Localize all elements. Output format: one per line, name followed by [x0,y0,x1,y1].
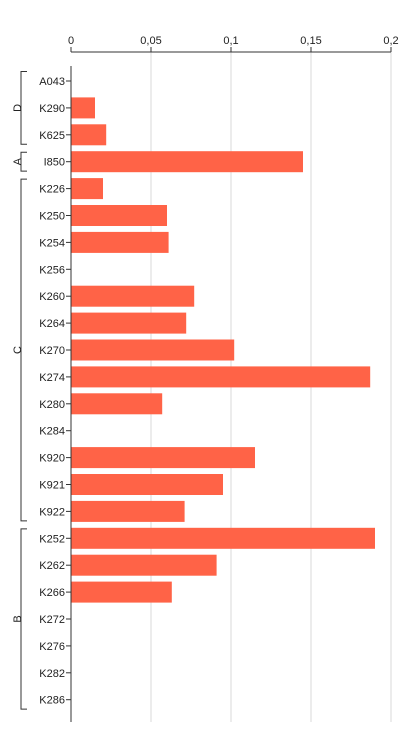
bar-k922 [71,500,185,522]
x-tick-label: 0,2 [383,35,398,47]
group-bracket-c [20,178,27,522]
y-tick-label: K286 [39,695,65,707]
group-bracket-b [20,528,27,710]
x-tick-label: 0,05 [140,35,161,47]
group-label: A [12,157,24,165]
y-tick-label: K252 [39,533,65,545]
x-tick-label: 0,15 [300,35,321,47]
bar-k264 [71,312,187,334]
bar-k262 [71,554,217,576]
group-bracket-d [20,71,27,145]
group-brackets: D A C B [12,71,27,710]
y-tick-label: K260 [39,291,65,303]
y-axis: A043 K290 K625 I850 K226 K250 K254 K256 K260 K264… [39,66,72,722]
bar-k921 [71,474,223,495]
group-label: D [12,104,24,112]
bar-k274 [71,366,371,388]
bar-k270 [71,339,235,361]
y-tick-label: I850 [44,157,65,169]
x-tick-label: 0 [68,35,74,47]
y-tick-label: K282 [39,668,65,680]
y-tick-label: A043 [39,76,65,88]
y-tick-label: K276 [39,641,65,653]
bar-k260 [71,285,195,307]
group-label: B [12,615,24,622]
y-tick-label: K262 [39,560,65,572]
bar-k290 [71,97,95,119]
bar-k250 [71,205,167,226]
y-tick-label: K922 [39,506,65,518]
group-label: C [12,346,24,354]
bar-k226 [71,178,103,200]
y-tick-label: K272 [39,614,65,626]
group-bracket-a [20,151,27,172]
y-tick-label: K270 [39,345,65,357]
bar-i850 [71,151,303,173]
y-tick-label: K284 [39,426,65,438]
y-tick-label: K226 [39,184,65,196]
bar-k625 [71,124,107,146]
y-tick-label: K625 [39,130,65,142]
y-tick-label: K250 [39,211,65,223]
bar-k266 [71,581,172,603]
y-tick-label: K256 [39,264,65,276]
bars [71,97,375,603]
y-tick-label: K280 [39,399,65,411]
y-tick-label: K254 [39,237,65,249]
y-tick-label: K274 [39,372,65,384]
x-tick-label: 0,1 [223,35,238,47]
y-tick-label: K266 [39,587,65,599]
y-tick-label: K264 [39,318,65,330]
x-axis: 0 0,05 0,1 0,15 0,2 [68,35,399,53]
bar-k280 [71,393,163,415]
bar-k254 [71,231,169,253]
bar-k252 [71,527,375,549]
bar-k920 [71,447,255,469]
y-tick-label: K920 [39,453,65,465]
y-tick-label: K921 [39,480,65,492]
y-tick-label: K290 [39,103,65,115]
